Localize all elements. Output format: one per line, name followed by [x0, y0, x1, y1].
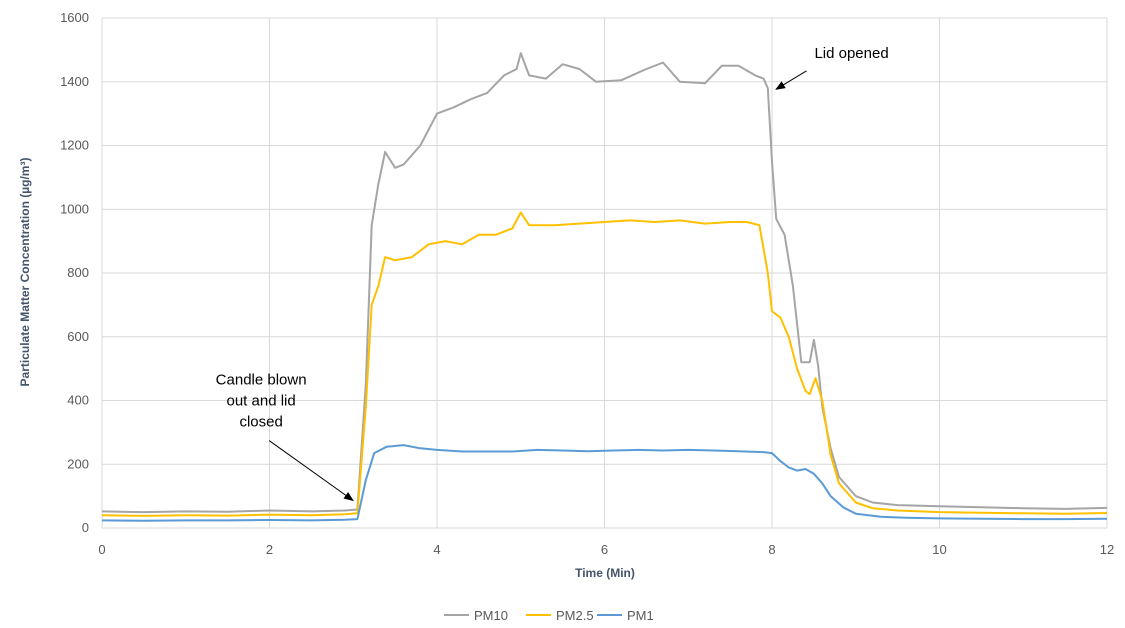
y-axis-title: Particulate Matter Concentration (µg/m³) — [18, 158, 32, 387]
y-tick-label: 200 — [67, 456, 89, 471]
series-line-pm25 — [101, 211, 1108, 517]
annotation-text: Candle blown — [216, 372, 307, 389]
annotation-arrow — [775, 70, 807, 90]
x-tick-label: 2 — [266, 542, 273, 557]
y-tick-label: 0 — [82, 520, 89, 535]
gridlines — [101, 17, 1108, 529]
x-tick-label: 8 — [768, 542, 775, 557]
y-tick-label: 1200 — [60, 138, 89, 153]
y-tick-label: 800 — [67, 265, 89, 280]
x-tick-label: 10 — [932, 542, 946, 557]
y-tick-label: 400 — [67, 393, 89, 408]
annotations: Lid opened Candle blown out and lid closed — [216, 45, 889, 502]
x-axis-title: Time (Min) — [575, 566, 635, 580]
legend: PM10 PM2.5 PM1 — [444, 608, 654, 623]
annotation-text: out and lid — [227, 393, 296, 410]
y-tick-label: 1000 — [60, 201, 89, 216]
legend-label: PM1 — [627, 608, 654, 623]
annotation-arrow — [268, 440, 354, 502]
x-tick-label: 4 — [433, 542, 440, 557]
x-tick-label: 6 — [601, 542, 608, 557]
y-tick-label: 1600 — [60, 10, 89, 25]
series-line-pm1 — [101, 444, 1108, 522]
y-tick-label: 1400 — [60, 74, 89, 89]
axes: 0 200 400 600 800 1000 1200 1400 1600 0 2 4 6 8 10 12 — [60, 10, 1114, 557]
series-lines — [101, 52, 1108, 522]
annotation-text: Lid opened — [814, 45, 888, 62]
y-tick-label: 600 — [67, 329, 89, 344]
legend-label: PM10 — [474, 608, 508, 623]
x-tick-label: 0 — [98, 542, 105, 557]
annotation-text: closed — [239, 414, 282, 431]
legend-label: PM2.5 — [556, 608, 594, 623]
x-tick-label: 12 — [1100, 542, 1114, 557]
